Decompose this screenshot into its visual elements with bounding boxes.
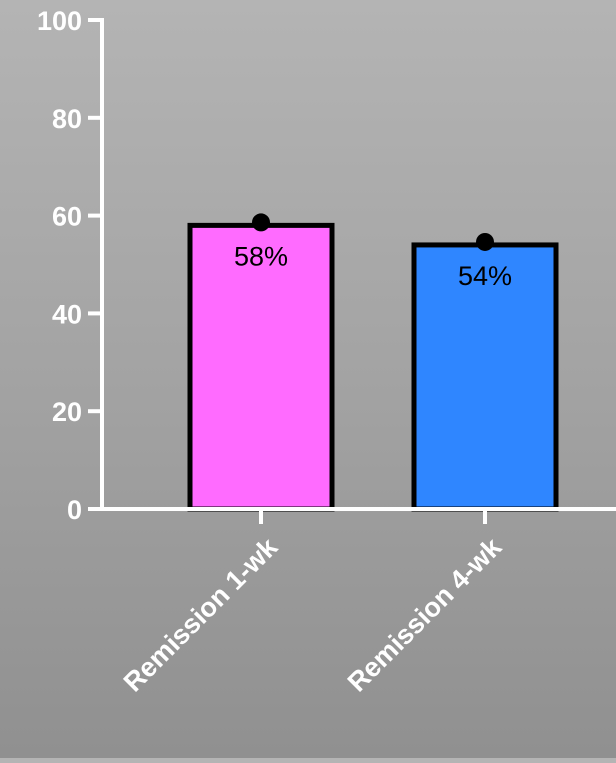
y-tick-label-20: 20 [52, 397, 82, 427]
data-point-1 [252, 213, 270, 232]
x-tick-label-1: Remission 1-wk [118, 531, 284, 697]
y-tick-label-40: 40 [52, 299, 82, 329]
y-tick-label-60: 60 [52, 202, 82, 232]
y-tick-label-100: 100 [37, 6, 82, 36]
x-tick-label-2: Remission 4-wk [342, 531, 508, 697]
y-tick-label-0: 0 [67, 495, 82, 525]
bar-2 [411, 242, 559, 512]
data-label-2: 54% [458, 261, 512, 291]
bar-1 [187, 222, 335, 512]
y-tick-label-80: 80 [52, 104, 82, 134]
data-point-2 [476, 232, 494, 251]
data-label-1: 58% [234, 241, 288, 271]
